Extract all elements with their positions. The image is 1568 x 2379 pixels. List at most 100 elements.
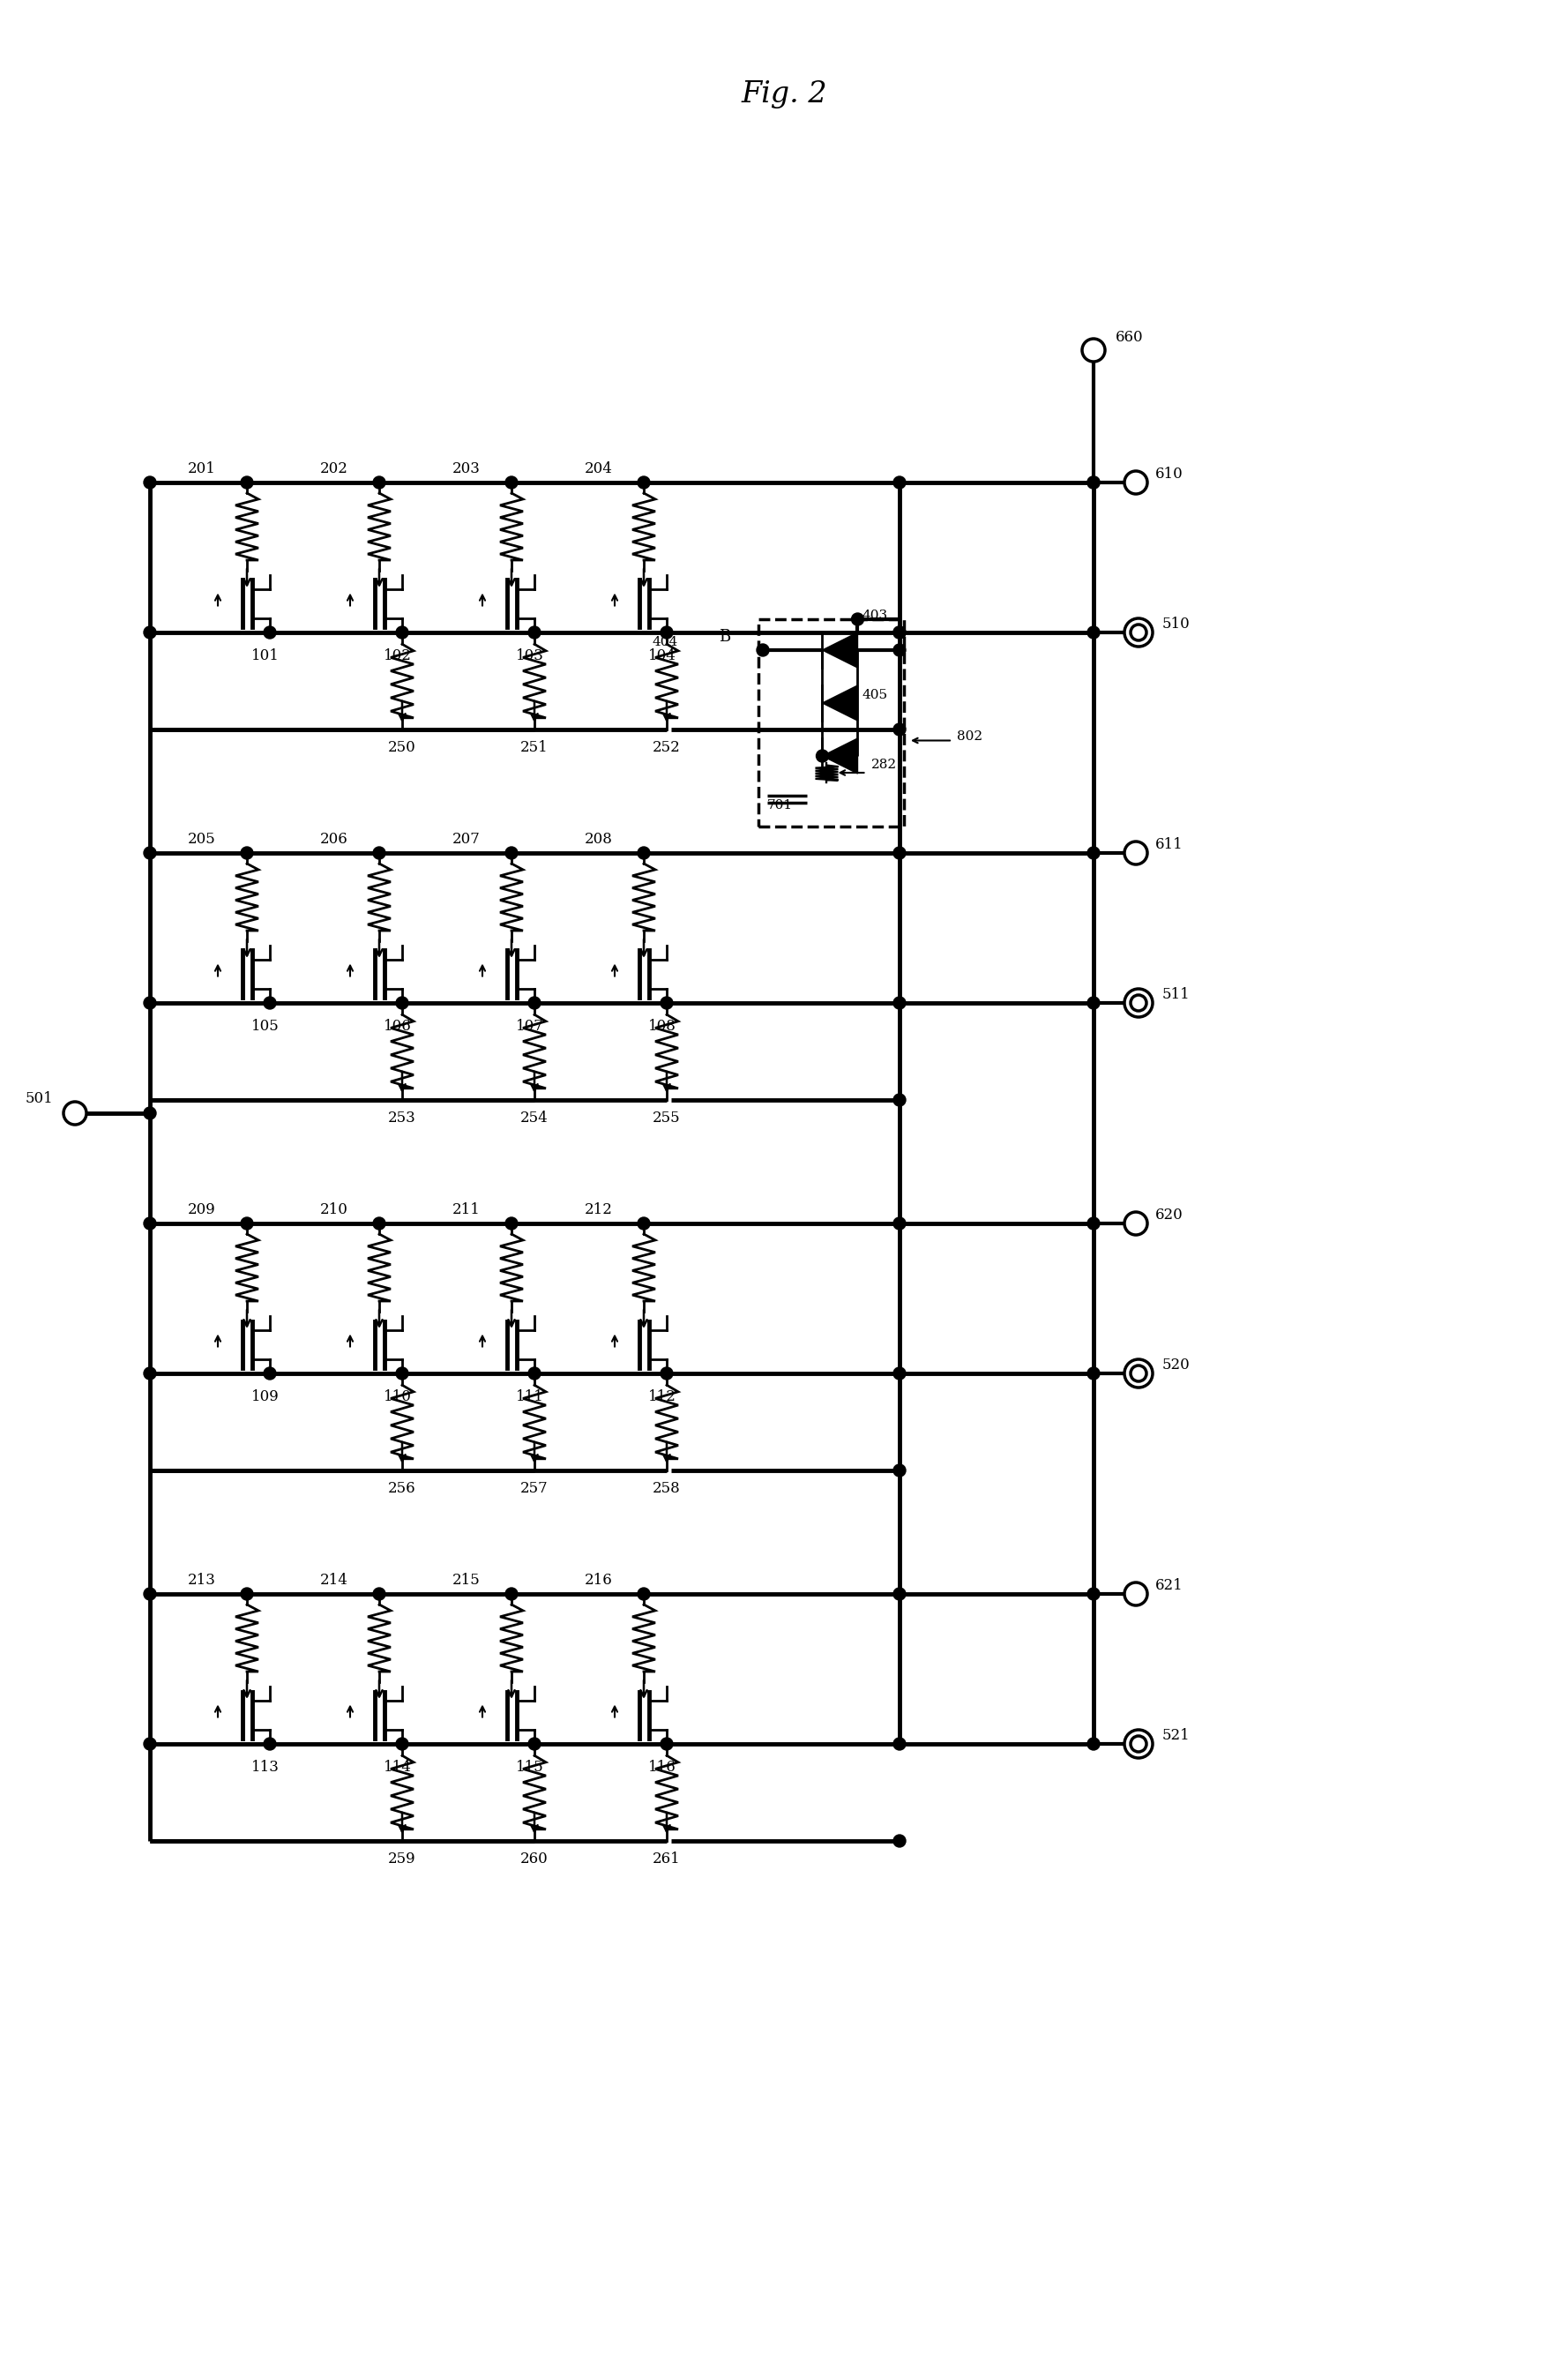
Text: 116: 116	[648, 1760, 676, 1775]
Text: 501: 501	[25, 1092, 53, 1106]
Polygon shape	[822, 737, 858, 773]
Text: 520: 520	[1162, 1358, 1190, 1373]
Text: 511: 511	[1162, 987, 1190, 1002]
Text: 107: 107	[516, 1018, 544, 1035]
Text: 212: 212	[585, 1204, 613, 1218]
Text: 802: 802	[956, 730, 983, 742]
Circle shape	[528, 1368, 541, 1380]
Text: 109: 109	[251, 1389, 279, 1404]
Circle shape	[894, 997, 906, 1009]
Circle shape	[263, 1737, 276, 1751]
Circle shape	[263, 997, 276, 1009]
Text: 204: 204	[585, 462, 613, 476]
Circle shape	[373, 847, 386, 859]
Text: 208: 208	[585, 833, 613, 847]
Circle shape	[1087, 847, 1099, 859]
Text: 203: 203	[453, 462, 481, 476]
Text: 202: 202	[320, 462, 348, 476]
Circle shape	[144, 476, 157, 488]
Circle shape	[397, 1368, 408, 1380]
Circle shape	[144, 847, 157, 859]
Circle shape	[373, 476, 386, 488]
Circle shape	[397, 1737, 408, 1751]
Text: 214: 214	[320, 1573, 348, 1589]
Circle shape	[1087, 997, 1099, 1009]
Circle shape	[894, 645, 906, 657]
Circle shape	[894, 626, 906, 638]
Circle shape	[660, 626, 673, 638]
Circle shape	[373, 1218, 386, 1230]
Circle shape	[894, 1737, 906, 1751]
Text: 256: 256	[389, 1482, 416, 1496]
Text: 216: 216	[585, 1573, 613, 1589]
Text: 114: 114	[384, 1760, 412, 1775]
Circle shape	[894, 723, 906, 735]
Text: 111: 111	[516, 1389, 544, 1404]
Circle shape	[638, 847, 651, 859]
Circle shape	[241, 1587, 252, 1601]
Text: 110: 110	[384, 1389, 412, 1404]
Circle shape	[894, 1587, 906, 1601]
Circle shape	[397, 626, 408, 638]
Text: 259: 259	[389, 1851, 416, 1868]
Circle shape	[263, 626, 276, 638]
Text: B: B	[718, 628, 731, 645]
Circle shape	[660, 1737, 673, 1751]
Bar	[759, 619, 903, 826]
Text: 282: 282	[870, 759, 897, 771]
Text: 209: 209	[188, 1204, 216, 1218]
Circle shape	[373, 1587, 386, 1601]
Circle shape	[528, 997, 541, 1009]
Circle shape	[505, 476, 517, 488]
Circle shape	[144, 1368, 157, 1380]
Circle shape	[241, 1218, 252, 1230]
Text: 510: 510	[1162, 616, 1190, 630]
Text: 701: 701	[767, 799, 793, 811]
Circle shape	[638, 1218, 651, 1230]
Text: 113: 113	[251, 1760, 279, 1775]
Circle shape	[1087, 476, 1099, 488]
Circle shape	[528, 626, 541, 638]
Circle shape	[817, 749, 828, 761]
Text: 211: 211	[453, 1204, 481, 1218]
Polygon shape	[822, 633, 858, 668]
Text: 108: 108	[648, 1018, 676, 1035]
Circle shape	[1087, 1368, 1099, 1380]
Circle shape	[1087, 1587, 1099, 1601]
Text: 611: 611	[1156, 837, 1184, 852]
Text: 104: 104	[648, 649, 676, 664]
Text: 253: 253	[389, 1111, 416, 1125]
Circle shape	[894, 476, 906, 488]
Circle shape	[144, 1587, 157, 1601]
Text: 112: 112	[648, 1389, 676, 1404]
Circle shape	[894, 1218, 906, 1230]
Circle shape	[894, 1368, 906, 1380]
Text: 260: 260	[521, 1851, 549, 1868]
Circle shape	[263, 1368, 276, 1380]
Text: 250: 250	[389, 740, 416, 754]
Circle shape	[894, 1834, 906, 1846]
Circle shape	[144, 626, 157, 638]
Polygon shape	[822, 685, 858, 721]
Text: 207: 207	[453, 833, 481, 847]
Text: 103: 103	[516, 649, 544, 664]
Circle shape	[757, 645, 768, 657]
Text: 521: 521	[1162, 1727, 1190, 1744]
Text: 660: 660	[1115, 331, 1143, 345]
Circle shape	[894, 847, 906, 859]
Circle shape	[144, 1218, 157, 1230]
Circle shape	[1087, 1737, 1099, 1751]
Text: 255: 255	[652, 1111, 681, 1125]
Circle shape	[1087, 626, 1099, 638]
Text: 213: 213	[188, 1573, 216, 1589]
Circle shape	[505, 1218, 517, 1230]
Text: 206: 206	[320, 833, 348, 847]
Text: 115: 115	[516, 1760, 544, 1775]
Text: 254: 254	[521, 1111, 549, 1125]
Circle shape	[638, 1587, 651, 1601]
Circle shape	[397, 997, 408, 1009]
Text: 404: 404	[652, 635, 679, 649]
Circle shape	[851, 614, 864, 626]
Circle shape	[894, 626, 906, 638]
Text: Fig. 2: Fig. 2	[742, 81, 826, 109]
